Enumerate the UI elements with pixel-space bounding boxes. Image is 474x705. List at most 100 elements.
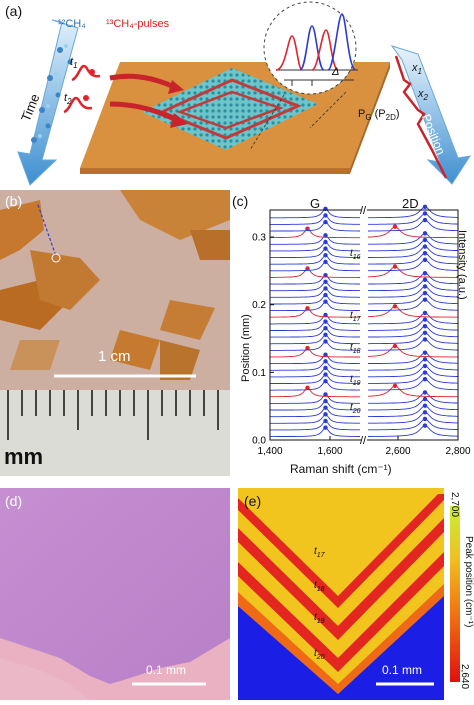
map-label-t18: t18	[314, 580, 325, 593]
x-tick-label-1: 1,600	[317, 446, 342, 457]
panel-a-schematic	[17, 1, 472, 186]
g-peak-marker-5	[323, 392, 328, 397]
2d-peak-marker-11	[422, 350, 428, 355]
time-label-t17: t17	[350, 310, 361, 323]
time-label-t20: t20	[350, 402, 361, 415]
spectrum-2d-30	[367, 226, 458, 239]
spectrum-g-19	[270, 301, 360, 312]
t2-label: t2	[64, 92, 72, 107]
2d-peak-marker-31	[422, 217, 428, 223]
panel-d-micrograph	[0, 488, 230, 700]
spectrum-2d-29	[368, 232, 458, 245]
spectrum-2d-33	[368, 206, 458, 219]
g-peak-marker-6	[305, 385, 310, 391]
2d-peak-marker-20	[422, 290, 428, 296]
g-peak-marker-15	[323, 325, 328, 331]
2d-peak-marker-27	[422, 244, 428, 249]
zoom-circle	[263, 1, 357, 95]
g-peak-marker-19	[323, 299, 328, 304]
2d-peak-marker-17	[422, 310, 428, 316]
2d-peak-marker-24	[392, 264, 398, 269]
2d-peak-marker-29	[422, 231, 428, 236]
g-peak-marker-9	[323, 365, 328, 371]
spectrum-2d-6	[368, 385, 458, 398]
g-peak-marker-2	[323, 412, 328, 417]
spectrum-g-24	[270, 267, 360, 278]
panel-e-label: (e)	[244, 493, 262, 509]
spectrum-2d-15	[368, 325, 459, 338]
colorbar	[450, 506, 460, 682]
spectrum-g-28	[270, 241, 360, 252]
spectrum-2d-5	[368, 392, 458, 404]
colorbar-title: Peak position (cm⁻¹)	[463, 536, 474, 628]
g-peak-marker-7	[323, 379, 328, 384]
2d-peak-marker-12	[392, 343, 398, 349]
panel-d: (d) 0.1 mm	[0, 488, 230, 700]
panel-c: // // 0.0 0.1 0.2 0.3 1,400 1,600 2,600 2,800 (c)…	[232, 190, 474, 480]
axis-break-gap-bottom	[361, 436, 367, 444]
g-peak-marker-18	[305, 306, 310, 311]
flow-arrow-1	[109, 73, 174, 89]
spectrum-g-13	[270, 340, 360, 351]
2d-peak-marker-13	[422, 337, 428, 342]
2d-peak-marker-10	[422, 357, 428, 362]
g-peak-marker-1	[323, 418, 328, 424]
g-peak-marker-21	[323, 286, 328, 291]
spectrum-g-29	[270, 234, 360, 245]
spectrum-2d-10	[368, 358, 458, 371]
spectrum-2d-28	[368, 239, 459, 252]
2d-peak-marker-28	[422, 237, 428, 243]
axis-break-mark-top: //	[360, 205, 367, 217]
y-axis-right-title: Intensity (a.u.)	[456, 230, 468, 300]
g-peak-marker-13	[323, 339, 328, 344]
spectrum-g-17	[270, 314, 360, 325]
g-peak-marker-24	[305, 266, 310, 271]
g-peak-marker-27	[323, 246, 328, 251]
spectrum-g-18	[270, 307, 360, 318]
spectrum-g-23	[270, 274, 360, 285]
panel-e-raman-map	[238, 488, 460, 700]
delta-label: Δ	[332, 66, 340, 78]
panel-b: (b) 1 cm mm	[0, 190, 230, 476]
spectrum-2d-27	[368, 246, 458, 258]
spectrum-2d-2	[368, 411, 458, 424]
spectrum-2d-24	[367, 266, 458, 278]
spectrum-g-0	[270, 427, 360, 438]
g-peak-marker-11	[323, 352, 328, 357]
g-peak-marker-4	[323, 398, 328, 404]
y-tick-label-3: 0.3	[252, 233, 266, 244]
colorbar-max-label: 2,700	[449, 492, 460, 518]
g-peak-marker-22	[323, 279, 328, 284]
spectrum-2d-21	[367, 285, 459, 298]
spectrum-2d-12	[368, 345, 458, 358]
2d-peak-marker-25	[422, 257, 428, 263]
2d-peak-marker-33	[422, 204, 428, 210]
raman-chart: // // 0.0 0.1 0.2 0.3 1,400 1,600 2,600 2,800	[252, 204, 471, 457]
g-peak-marker-23	[323, 272, 328, 278]
2d-peak-marker-18	[392, 304, 398, 309]
2d-peak-marker-9	[422, 363, 428, 369]
spectrum-g-6	[270, 387, 360, 398]
ruler-unit-label: mm	[4, 444, 44, 469]
spectrum-g-1	[270, 420, 361, 431]
axis-break-gap-top	[361, 206, 367, 214]
spectrum-2d-17	[368, 312, 458, 325]
scale-label-d: 0.1 mm	[146, 663, 187, 677]
map-label-t19: t19	[314, 612, 325, 625]
spectrum-g-14	[270, 334, 360, 345]
2d-peak-marker-30	[392, 224, 398, 229]
spectrum-g-33	[270, 208, 360, 219]
spectrum-g-30	[270, 228, 360, 239]
g-peak-marker-30	[305, 226, 310, 231]
2d-peak-marker-23	[422, 270, 428, 276]
y-axis-title: Position (mm)	[240, 314, 252, 382]
2d-peak-marker-5	[422, 390, 428, 395]
spectrum-g-2	[270, 413, 360, 424]
spectrum-2d-14	[368, 332, 459, 345]
spectrum-2d-11	[368, 352, 459, 364]
y-tick-label-1: 0.1	[252, 368, 266, 379]
spectrum-2d-22	[368, 279, 458, 292]
2d-peak-marker-7	[422, 377, 428, 382]
x-tick-label-2: 2,600	[385, 446, 410, 457]
source-13-label: ¹³CH₄-pulses	[106, 18, 170, 30]
